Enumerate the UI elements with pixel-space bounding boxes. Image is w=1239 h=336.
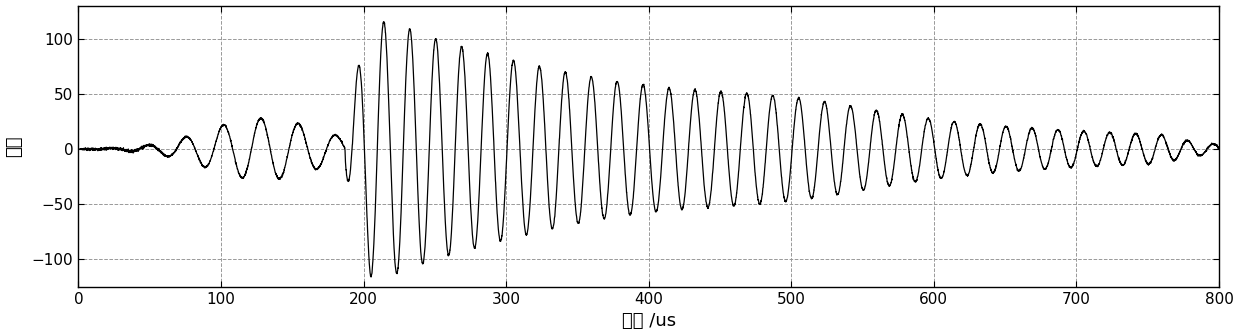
Y-axis label: 幅值: 幅值 (5, 135, 24, 157)
X-axis label: 时间 /us: 时间 /us (622, 312, 675, 330)
